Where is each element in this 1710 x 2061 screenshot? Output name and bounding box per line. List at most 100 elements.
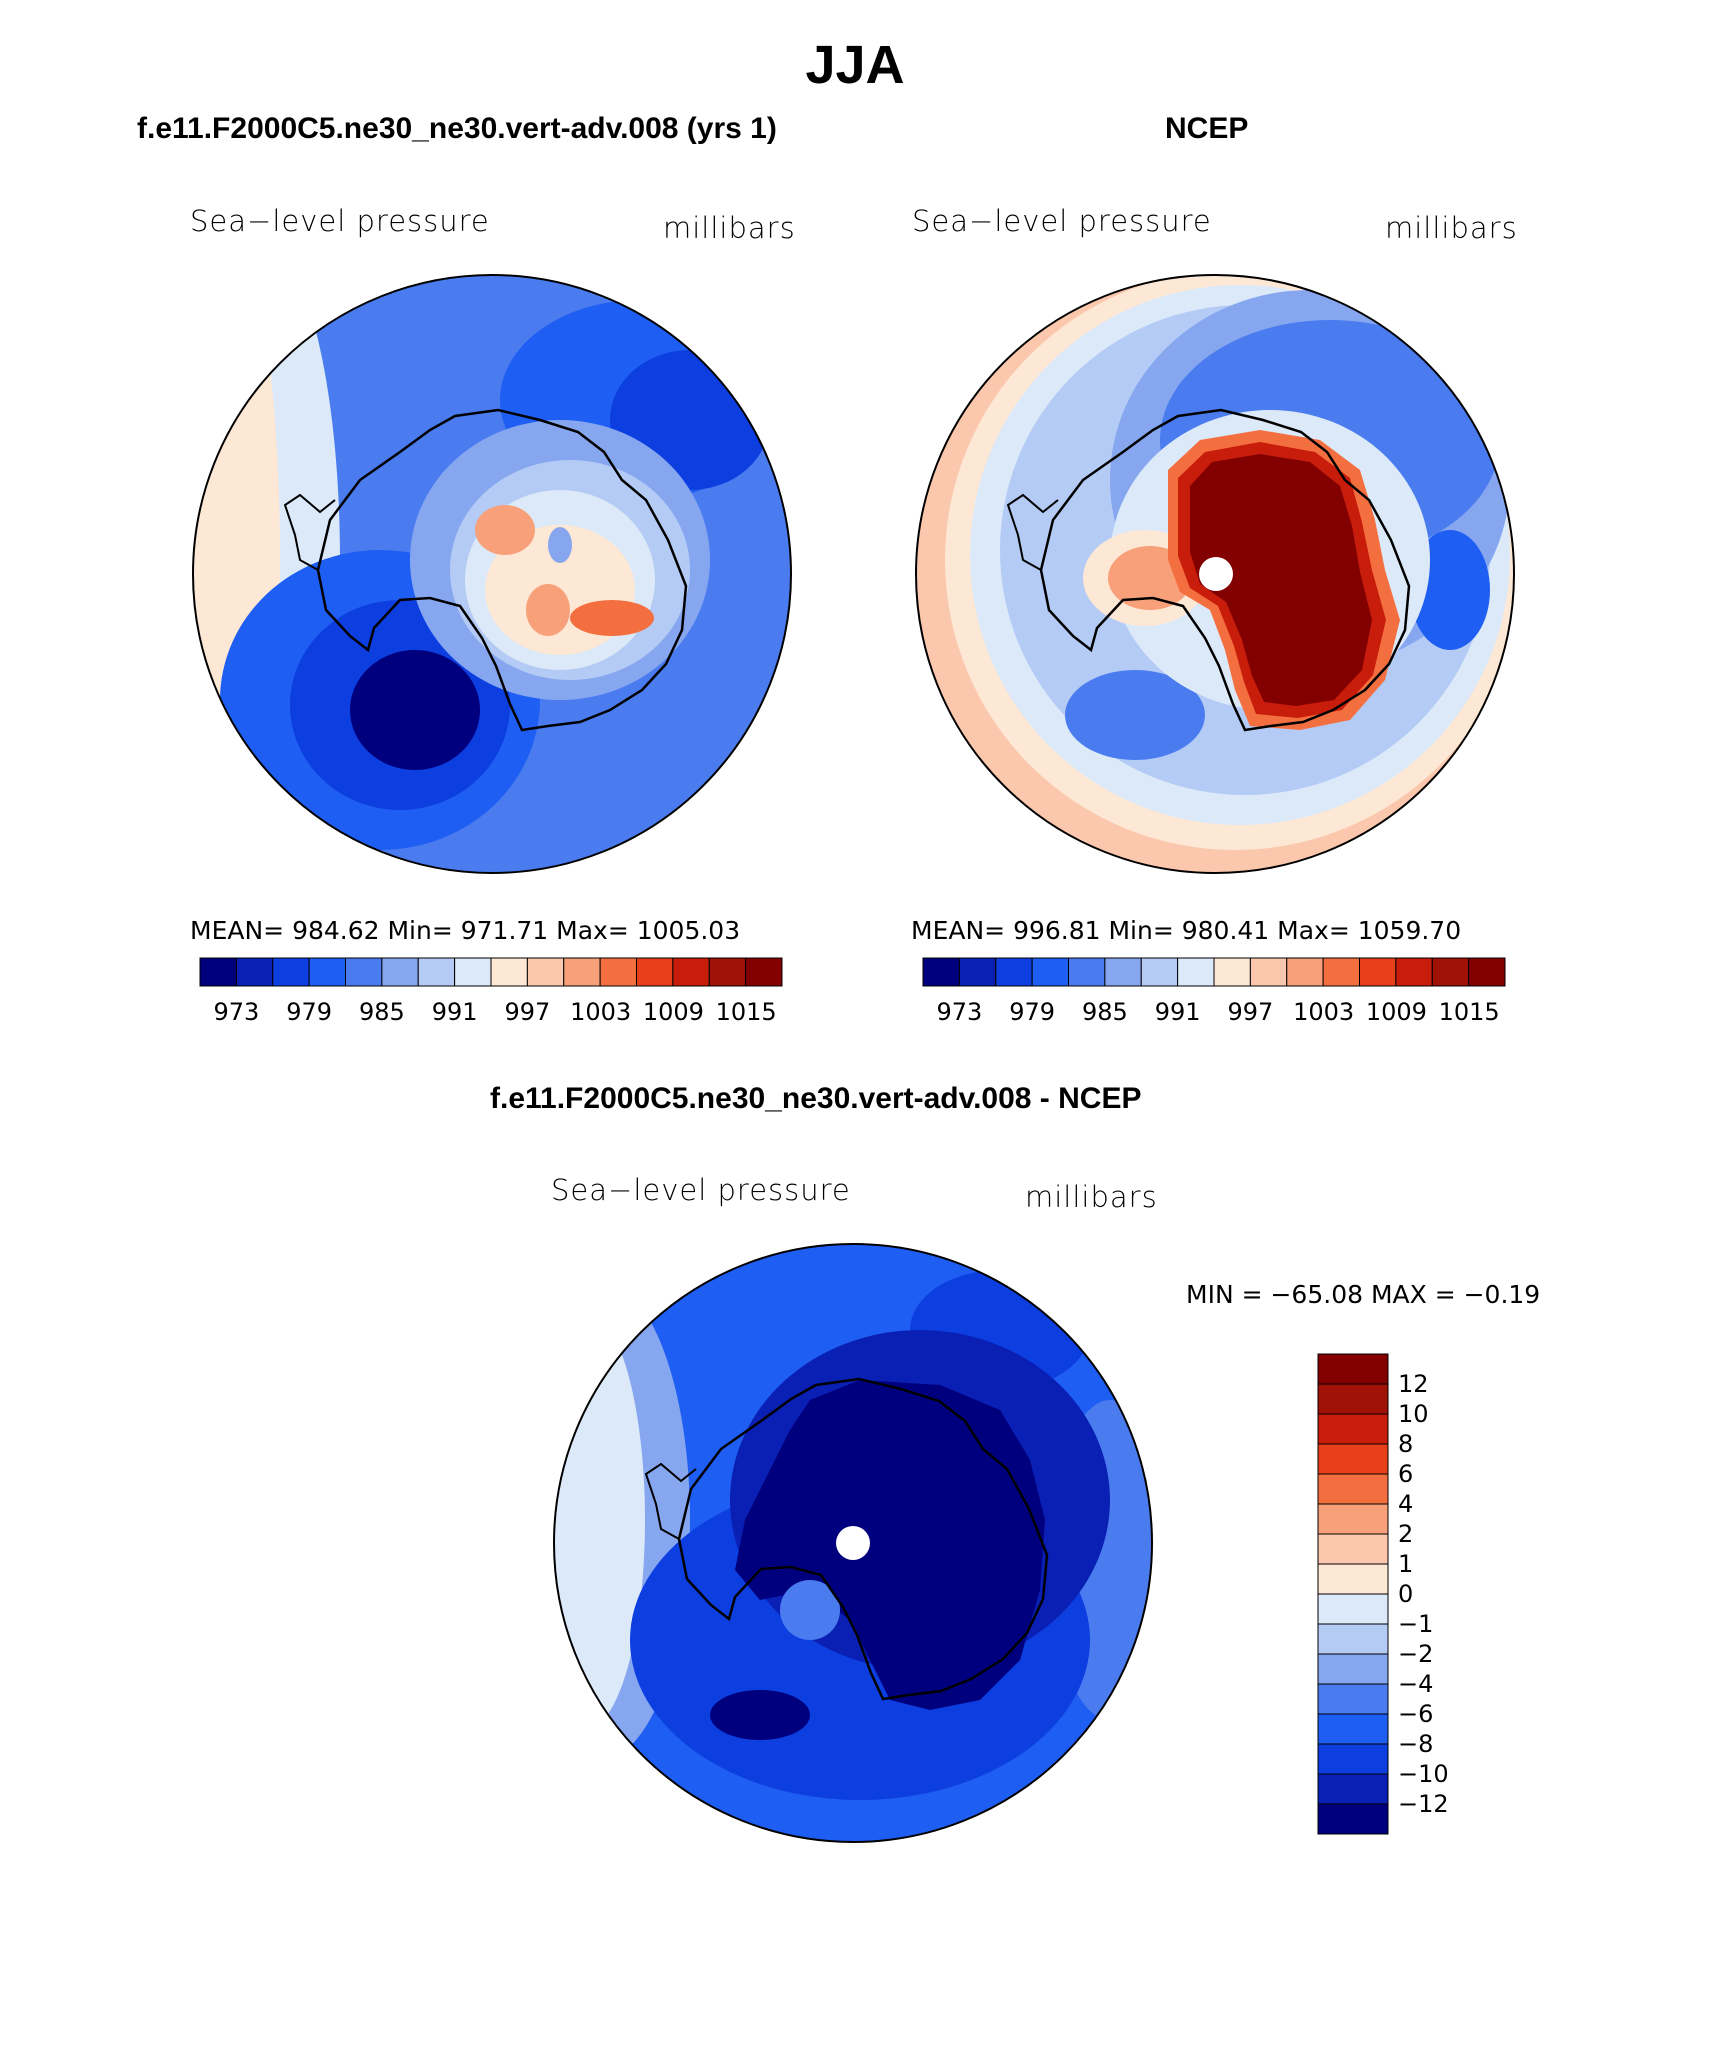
diff-panel-title: f.e11.F2000C5.ne30_ne30.vert-adv.008 - N…	[490, 1082, 1142, 1115]
diff-colorbar	[1317, 1353, 1389, 1835]
obs-colorbar-tick-label: 979	[1009, 998, 1056, 1026]
diff-colorbar-box	[1317, 1623, 1389, 1655]
diff-colorbar-box	[1317, 1593, 1389, 1625]
diff-colorbar-tick-label: −2	[1398, 1640, 1434, 1668]
obs-map-border	[915, 274, 1515, 874]
obs-colorbar-tick-label: 1015	[1438, 998, 1500, 1026]
model-colorbar-box	[454, 957, 492, 987]
obs-stats: MEAN= 996.81 Min= 980.41 Max= 1059.70	[911, 916, 1462, 945]
obs-peninsula-coastline	[1006, 493, 1059, 571]
model-colorbar-box	[672, 957, 710, 987]
model-units-label: millibars	[663, 211, 796, 245]
model-colorbar	[199, 957, 783, 987]
obs-colorbar-box	[1395, 957, 1433, 987]
obs-colorbar-tick-label: 1009	[1365, 998, 1427, 1026]
diff-colorbar-box	[1317, 1353, 1389, 1385]
obs-colorbar-box	[995, 957, 1033, 987]
diff-contour-antarctic-core	[735, 1380, 1045, 1710]
diff-colorbar-tick-label: 0	[1398, 1580, 1414, 1608]
model-panel-title: f.e11.F2000C5.ne30_ne30.vert-adv.008 (yr…	[137, 112, 777, 145]
diff-colorbar-tick-label: 6	[1398, 1460, 1414, 1488]
diff-colorbar-box	[1317, 1503, 1389, 1535]
diff-colorbar-tick-label: 4	[1398, 1490, 1414, 1518]
diff-variable-label: Sea−level pressure	[551, 1173, 851, 1207]
model-colorbar-tick-label: 997	[504, 998, 551, 1026]
model-colorbar-tick-label: 979	[286, 998, 333, 1026]
diff-colorbar-box	[1317, 1533, 1389, 1565]
obs-colorbar-tick-label: 991	[1154, 998, 1201, 1026]
diff-colorbar-box	[1317, 1473, 1389, 1505]
model-colorbar-tick-label: 991	[431, 998, 478, 1026]
diff-contour-peninsula	[780, 1580, 840, 1640]
diff-contour-west-2	[554, 1310, 645, 1730]
diff-colorbar-box	[1317, 1683, 1389, 1715]
model-colorbar-tick-label: 1009	[642, 998, 704, 1026]
obs-contour-high-core	[1190, 454, 1372, 706]
obs-colorbar-box	[1249, 957, 1288, 987]
model-colorbar-box	[745, 957, 783, 987]
obs-variable-label: Sea−level pressure	[912, 204, 1212, 238]
diff-colorbar-box	[1317, 1413, 1389, 1445]
obs-colorbar-box	[1140, 957, 1179, 987]
diff-colorbar-tick-label: −10	[1398, 1760, 1449, 1788]
model-colorbar-box	[636, 957, 674, 987]
diff-colorbar-tick-label: 12	[1398, 1370, 1429, 1398]
diff-colorbar-box	[1317, 1713, 1389, 1745]
model-antarctica-coastline	[316, 408, 688, 732]
diff-colorbar-tick-label: −8	[1398, 1730, 1434, 1758]
obs-panel-title: NCEP	[1165, 112, 1249, 145]
model-contour-low-center	[548, 527, 572, 563]
obs-colorbar-box	[1322, 957, 1360, 987]
diff-colorbar-tick-label: 8	[1398, 1430, 1414, 1458]
obs-pole-hole	[1199, 557, 1233, 591]
diff-contour-low-sw	[710, 1690, 810, 1740]
diff-units-label: millibars	[1025, 1180, 1158, 1214]
obs-colorbar-box	[1068, 957, 1106, 987]
model-contour-high-3	[526, 584, 570, 636]
diff-colorbar-box	[1317, 1743, 1389, 1775]
obs-colorbar-tick-label: 1003	[1293, 998, 1355, 1026]
diff-colorbar-tick-label: 1	[1398, 1550, 1414, 1578]
diff-colorbar-box	[1317, 1653, 1389, 1685]
diff-colorbar-box	[1317, 1383, 1389, 1415]
diff-colorbar-tick-label: 10	[1398, 1400, 1429, 1428]
obs-colorbar-tick-label: 985	[1081, 998, 1128, 1026]
model-colorbar-box	[308, 957, 346, 987]
model-colorbar-tick-label: 1003	[570, 998, 632, 1026]
obs-colorbar-box	[1213, 957, 1251, 987]
model-peninsula-coastline	[283, 493, 336, 571]
model-colorbar-box	[235, 957, 274, 987]
obs-colorbar-box	[922, 957, 960, 987]
obs-contour-low-sw	[1065, 670, 1205, 760]
obs-antarctica-coastline	[1039, 408, 1411, 732]
model-contour-high-2	[570, 600, 654, 636]
diff-pole-hole	[836, 1526, 870, 1560]
diff-colorbar-tick-label: −1	[1398, 1610, 1434, 1638]
model-colorbar-box	[417, 957, 456, 987]
model-colorbar-box	[599, 957, 637, 987]
diff-colorbar-box	[1317, 1773, 1389, 1805]
model-colorbar-tick-label: 985	[358, 998, 405, 1026]
diff-colorbar-box	[1317, 1443, 1389, 1475]
model-colorbar-tick-label: 973	[213, 998, 260, 1026]
obs-colorbar-box	[958, 957, 997, 987]
diff-colorbar-box	[1317, 1803, 1389, 1835]
model-colorbar-box	[345, 957, 383, 987]
diff-colorbar-tick-label: −4	[1398, 1670, 1434, 1698]
diff-colorbar-tick-label: −6	[1398, 1700, 1434, 1728]
model-colorbar-box	[708, 957, 747, 987]
obs-units-label: millibars	[1385, 211, 1518, 245]
diff-peninsula-coastline	[644, 1462, 697, 1540]
obs-colorbar-tick-label: 973	[936, 998, 983, 1026]
diff-stats: MIN = −65.08 MAX = −0.19	[1186, 1280, 1541, 1309]
model-variable-label: Sea−level pressure	[190, 204, 490, 238]
model-stats: MEAN= 984.62 Min= 971.71 Max= 1005.03	[190, 916, 741, 945]
obs-colorbar	[922, 957, 1506, 987]
figure-title: JJA	[805, 35, 905, 95]
diff-colorbar-tick-label: −12	[1398, 1790, 1449, 1818]
diff-map-border	[553, 1243, 1153, 1843]
model-colorbar-box	[381, 957, 419, 987]
